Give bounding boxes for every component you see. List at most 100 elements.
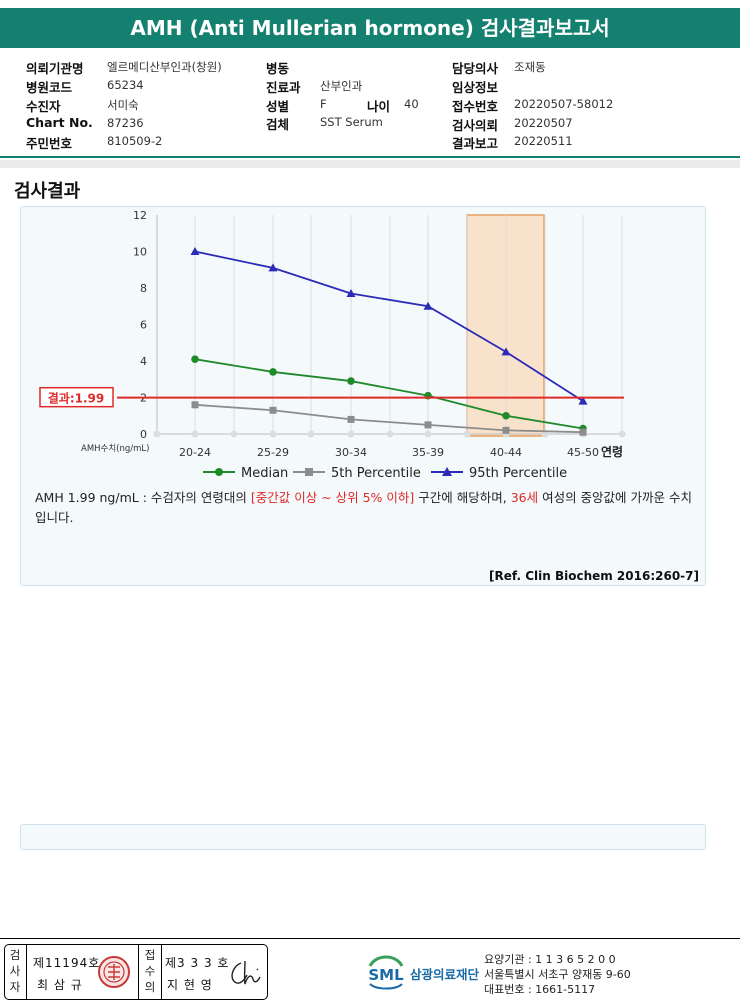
data-point [502,426,510,434]
result-panel: 02468101220-2425-2930-3435-3940-4445-50A… [20,206,706,586]
reference-citation: [Ref. Clin Biochem 2016:260-7] [489,569,699,583]
sign-divider [161,945,162,999]
x-axis-dot [153,430,161,438]
info-value-doctor: 조재동 [514,60,546,74]
empty-notes-box [20,824,706,850]
legend-marker [442,467,452,476]
y-axis-label: AMH수치(ng/mL) [81,444,149,454]
x-axis-dot [269,430,277,438]
x-axis-dot [424,430,432,438]
info-value-chart-no: 87236 [107,116,144,130]
data-point [191,355,199,363]
result-label-box [39,386,114,408]
interpretation-text: AMH 1.99 ng/mL : 수검자의 연령대의 [중간값 이상 ~ 상위 … [35,488,703,528]
info-value-receipt-no: 20220507-58012 [514,97,614,111]
data-point [502,411,510,420]
series-line [194,403,584,434]
data-point [423,301,433,310]
info-value-age: 40 [404,97,419,111]
info-key-resident-no: 주민번호 [26,136,73,151]
signature-box: 검사자 제11194호 최 삼 규 접수의 제3 3 3 호 지 현 영 [4,944,268,1000]
info-key-institution: 의뢰기관명 [26,61,84,76]
reviewer-number: 제3 3 3 호 [165,956,230,970]
tester-label: 검사자 [9,948,21,994]
info-value-sex: F [320,97,327,111]
org-address: 서울특별시 서초구 양재동 9-60 [484,968,631,981]
info-value-institution: 엘르메디산부인과(창원) [107,60,222,74]
info-key-department: 진료과 [266,80,301,95]
x-tick-label: 20-24 [179,446,211,459]
section-title: 검사결과 [14,181,81,202]
info-key-patient: 수진자 [26,99,61,114]
legend-marker [215,468,223,476]
info-value-report-date: 20220511 [514,134,573,148]
info-key-report-date: 결과보고 [452,136,499,151]
data-point [579,428,587,436]
patient-info-panel: 의뢰기관명 엘르메디산부인과(창원) 병원코드 65234 수진자 서미숙 Ch… [0,52,740,158]
x-axis-dot [618,430,626,438]
info-value-patient: 서미숙 [107,98,139,112]
x-axis-dot [347,430,355,438]
tester-name: 최 삼 규 [37,978,83,992]
legend-label: 5th Percentile [331,466,421,481]
info-value-specimen: SST Serum [320,115,383,129]
footer-divider [0,938,740,939]
series-line [194,358,584,430]
y-tick-label: 10 [133,246,147,259]
info-key-clinical-info: 임상정보 [452,80,499,95]
handwritten-signature-icon [231,960,261,985]
reviewer-label: 접수의 [144,948,156,994]
legend-label: 95th Percentile [469,466,567,481]
x-axis-dot [386,430,394,438]
info-value-request-date: 20220507 [514,116,573,130]
reviewer-name: 지 현 영 [167,978,213,992]
x-tick-label: 35-39 [412,446,444,459]
info-key-age: 나이 [367,99,391,114]
info-key-request-date: 검사의뢰 [452,118,499,133]
separator-band [0,160,740,168]
info-key-doctor: 담당의사 [452,61,499,76]
x-axis-dot [541,430,549,438]
data-point [424,421,432,429]
info-key-sex: 성별 [266,99,290,114]
comment-range-highlight: [중간값 이상 ~ 상위 5% 이하] [250,490,415,505]
comment-part-2: 구간에 해당하며, [414,490,511,505]
y-tick-label: 6 [140,319,147,332]
org-institution-code: 요양기관 : 1 1 3 6 5 2 0 0 [484,953,616,966]
data-point [269,406,277,414]
result-label: 결과:1.99 [48,391,105,406]
sml-logo-text: SML [368,966,404,984]
y-tick-label: 12 [133,209,147,222]
info-value-hospital-code: 65234 [107,78,144,92]
sign-divider [138,945,139,999]
sml-logo-icon: SML [368,955,404,990]
comment-part-1: AMH 1.99 ng/mL : 수검자의 연령대의 [35,490,251,505]
y-tick-label: 4 [140,355,147,368]
comment-part-3: 여성의 중앙값에 가까운 수치입니다. [35,490,692,525]
x-tick-label: 25-29 [257,446,289,459]
data-point [347,415,355,423]
comment-age-highlight: 36세 [510,490,539,505]
x-tick-label: 40-44 [490,446,522,459]
data-point [190,247,200,255]
organization-name: 삼광의료재단 [410,967,480,982]
data-point [191,401,199,409]
series-line [194,250,584,402]
amh-chart: 02468101220-2425-2930-3435-3940-4445-50A… [39,209,626,481]
info-value-department: 산부인과 [320,79,363,93]
info-key-ward: 병동 [266,61,290,76]
data-point [269,368,277,376]
org-phone: 대표번호 : 1661-5117 [484,983,596,996]
legend-label: Median [241,466,288,481]
report-title: AMH (Anti Mullerian hormone) 검사결과보고서 [0,8,740,48]
info-value-resident-no: 810509-2 [107,134,163,148]
data-point [347,377,355,385]
data-point [346,288,356,297]
info-key-receipt-no: 접수번호 [452,99,499,114]
x-axis-label: 연령 [601,444,623,459]
data-point [578,396,588,405]
info-key-hospital-code: 병원코드 [26,80,73,95]
x-axis-dot [307,430,315,438]
y-tick-label: 8 [140,282,147,295]
legend-marker [305,468,313,476]
